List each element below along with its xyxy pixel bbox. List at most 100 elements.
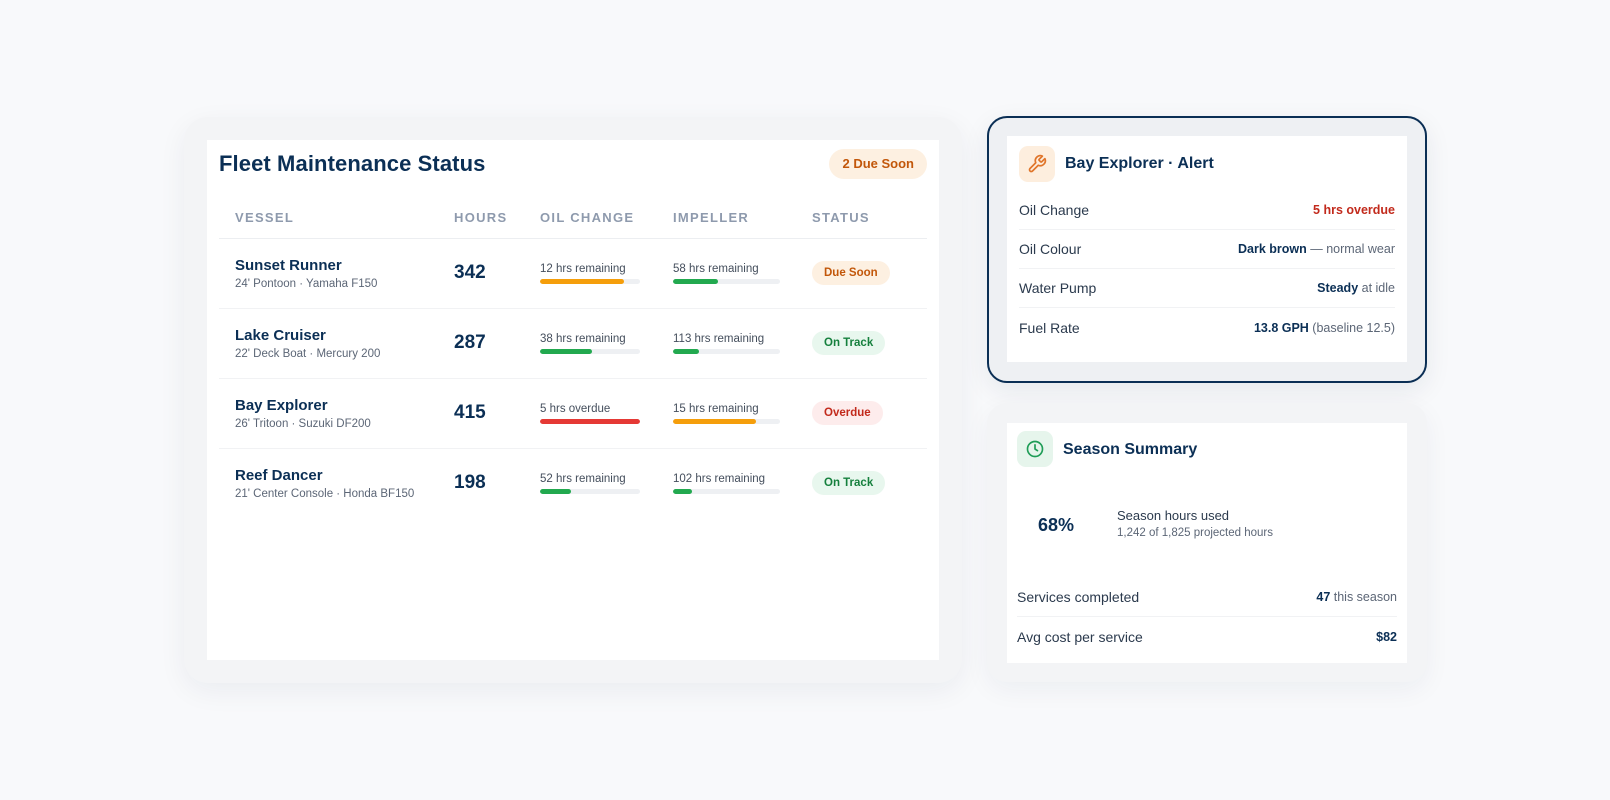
season-stat-value: 47 this season — [1316, 590, 1397, 604]
vessel-cell: Lake Cruiser 22' Deck Boat · Mercury 200 — [219, 308, 454, 379]
column-header-status[interactable]: STATUS — [812, 198, 927, 239]
column-header-impeller[interactable]: IMPELLER — [673, 198, 812, 239]
oil-change-remaining-label: 52 hrs remaining — [540, 472, 626, 485]
engine-hours: 287 — [454, 332, 486, 353]
status-badge[interactable]: On Track — [812, 331, 886, 355]
status-badge[interactable]: On Track — [812, 471, 886, 496]
table-row[interactable]: Reef Dancer 21' Center Console · Honda BF… — [219, 448, 927, 518]
impeller-progress-bar — [673, 278, 780, 284]
alert-card[interactable]: Bay Explorer · Alert Oil Change 5 hrs ove… — [1007, 136, 1407, 362]
oil-change-progress-bar — [540, 488, 640, 494]
vessel-spec: 26' Tritoon · Suzuki DF200 — [235, 417, 371, 430]
impeller-progress-fill — [673, 418, 757, 424]
table-row[interactable]: Bay Explorer 26' Tritoon · Suzuki DF200 41… — [219, 378, 927, 449]
season-stats: Services completed 47 this season Avg cost… — [1017, 578, 1397, 656]
oil-change-remaining-label: 5 hrs overdue — [540, 402, 611, 415]
engine-hours: 198 — [454, 472, 486, 494]
fleet-card: Fleet Maintenance Status 2 Due Soon VESS… — [207, 140, 939, 660]
alert-detail-note: (baseline 12.5) — [1308, 320, 1395, 335]
impeller-progress-fill — [673, 348, 699, 354]
season-title: Season Summary — [1063, 441, 1198, 458]
impeller-cell: 58 hrs remaining — [673, 238, 812, 309]
vessel-spec: 21' Center Console · Honda BF150 — [235, 487, 415, 500]
alert-detail-strong: 5 hrs overdue — [1313, 203, 1395, 217]
season-stat-note: this season — [1330, 590, 1397, 604]
vessel-spec: 24' Pontoon · Yamaha F150 — [235, 277, 378, 290]
season-stat-label: Avg cost per service — [1017, 628, 1143, 645]
status-badge[interactable]: Due Soon — [812, 261, 890, 285]
impeller-progress-bar — [673, 418, 780, 424]
column-header-hours[interactable]: HOURS — [454, 198, 540, 239]
column-header-vessel[interactable]: VESSEL — [219, 198, 454, 239]
season-hours-detail: 1,242 of 1,825 projected hours — [1117, 527, 1274, 539]
vessel-name[interactable]: Lake Cruiser — [235, 326, 326, 344]
alert-detail-row: Fuel Rate 13.8 GPH (baseline 12.5) — [1019, 308, 1395, 347]
season-stat-row: Avg cost per service $82 — [1017, 617, 1397, 656]
season-hours-label: Season hours used — [1117, 508, 1230, 523]
alert-detail-note: at idle — [1358, 281, 1395, 295]
alert-detail-value: Steady at idle — [1317, 281, 1395, 295]
vessel-name[interactable]: Reef Dancer — [235, 466, 323, 484]
vessel-cell: Reef Dancer 21' Center Console · Honda BF… — [219, 448, 454, 518]
alert-details: Oil Change 5 hrs overdue Oil Colour Dark br… — [1019, 191, 1395, 347]
alert-detail-label: Oil Change — [1019, 202, 1090, 218]
impeller-remaining-label: 113 hrs remaining — [673, 332, 765, 345]
due-soon-badge[interactable]: 2 Due Soon — [829, 149, 927, 179]
vessel-name[interactable]: Bay Explorer — [235, 396, 328, 414]
season-stat-value: $82 — [1376, 630, 1397, 644]
vessel-cell: Bay Explorer 26' Tritoon · Suzuki DF200 — [219, 378, 454, 449]
alert-detail-row: Oil Colour Dark brown — normal wear — [1019, 230, 1395, 269]
impeller-remaining-label: 15 hrs remaining — [673, 402, 759, 415]
hours-cell: 342 — [454, 238, 540, 309]
season-stat-label: Services completed — [1017, 589, 1140, 605]
vessel-cell: Sunset Runner 24' Pontoon · Yamaha F150 — [219, 238, 454, 309]
engine-hours: 342 — [454, 262, 486, 283]
alert-detail-value: 13.8 GPH (baseline 12.5) — [1254, 321, 1395, 335]
oil-change-cell: 38 hrs remaining — [540, 308, 673, 379]
season-stat-number: $82 — [1376, 629, 1397, 644]
page-title: Fleet Maintenance Status — [219, 151, 486, 176]
table-header-row: VESSEL HOURS OIL CHANGE IMPELLER STATUS — [219, 198, 927, 239]
column-header-oil-change[interactable]: OIL CHANGE — [540, 198, 673, 239]
oil-change-cell: 12 hrs remaining — [540, 238, 673, 309]
fleet-table-body: Sunset Runner 24' Pontoon · Yamaha F150 34… — [219, 238, 927, 518]
status-badge[interactable]: Overdue — [812, 401, 883, 425]
impeller-progress-fill — [673, 488, 693, 494]
table-row[interactable]: Sunset Runner 24' Pontoon · Yamaha F150 34… — [219, 238, 927, 309]
oil-change-remaining-label: 12 hrs remaining — [540, 262, 626, 275]
oil-change-progress-fill — [540, 488, 571, 494]
impeller-cell: 102 hrs remaining — [673, 448, 812, 518]
oil-change-progress-fill — [540, 278, 624, 284]
hours-cell: 198 — [454, 448, 540, 518]
impeller-remaining-label: 102 hrs remaining — [673, 472, 766, 485]
status-cell: On Track — [812, 308, 927, 379]
alert-detail-note: — normal wear — [1306, 242, 1395, 256]
hours-cell: 287 — [454, 308, 540, 379]
season-card[interactable]: Season Summary 68% Season hours used 1,2… — [1007, 423, 1407, 663]
vessel-spec: 22' Deck Boat · Mercury 200 — [235, 347, 381, 360]
oil-change-progress-bar — [540, 348, 640, 354]
alert-detail-value: Dark brown — normal wear — [1238, 242, 1395, 256]
status-cell: Due Soon — [812, 238, 927, 309]
alert-detail-strong: Dark brown — [1238, 242, 1307, 256]
vessel-name[interactable]: Sunset Runner — [235, 256, 342, 274]
oil-change-progress-fill — [540, 418, 640, 424]
alert-detail-label: Water Pump — [1019, 280, 1097, 296]
alert-detail-row: Water Pump Steady at idle — [1019, 269, 1395, 308]
hours-cell: 415 — [454, 378, 540, 449]
oil-change-progress-bar — [540, 278, 640, 284]
alert-detail-label: Oil Colour — [1019, 241, 1082, 257]
impeller-cell: 15 hrs remaining — [673, 378, 812, 449]
wrench-icon — [1019, 146, 1055, 182]
impeller-progress-bar — [673, 488, 780, 494]
status-cell: On Track — [812, 448, 927, 518]
oil-change-cell: 5 hrs overdue — [540, 378, 673, 449]
status-cell: Overdue — [812, 378, 927, 449]
impeller-remaining-label: 58 hrs remaining — [673, 262, 759, 275]
table-row[interactable]: Lake Cruiser 22' Deck Boat · Mercury 200 2… — [219, 308, 927, 379]
alert-title: Bay Explorer · Alert — [1065, 155, 1214, 172]
alert-detail-value: 5 hrs overdue — [1313, 203, 1395, 217]
oil-change-progress-bar — [540, 418, 640, 424]
impeller-cell: 113 hrs remaining — [673, 308, 812, 379]
